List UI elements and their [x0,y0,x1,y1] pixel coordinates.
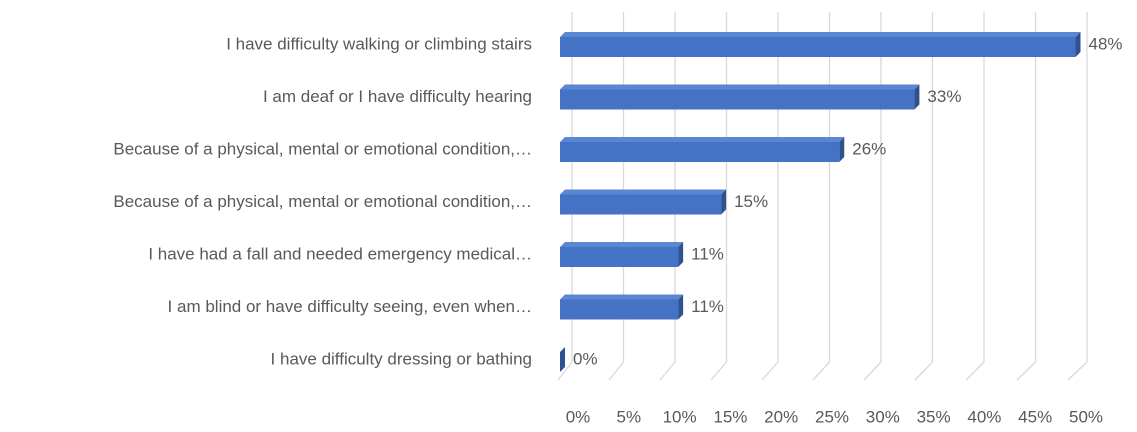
bar [560,37,1076,57]
grid-line [863,361,882,381]
y-tick-label: I am blind or have difficulty seeing, ev… [168,297,532,316]
x-tick-label: 0% [566,407,591,426]
x-tick-label: 10% [663,407,697,426]
data-label: 48% [1089,34,1123,53]
data-label: 15% [734,192,768,211]
x-tick-label: 5% [617,407,642,426]
y-tick-label: I have had a fall and needed emergency m… [148,244,532,263]
bar-end [721,189,727,215]
y-tick-label: I have difficulty dressing or bathing [271,349,532,368]
bar-top [560,32,1081,37]
grid-line [914,361,933,381]
y-tick-label: Because of a physical, mental or emotion… [113,192,532,211]
x-tick-label: 20% [764,407,798,426]
bar-top [560,294,684,300]
bar-end [1075,32,1081,57]
bar-end [914,84,920,110]
bar [560,194,722,215]
bar-end [678,294,684,320]
data-label: 26% [852,139,886,158]
grid-line [761,361,779,381]
grid-line [659,361,676,381]
grid-line [710,361,727,381]
bar [560,142,840,162]
bar [560,299,679,320]
y-tick-label: I have difficulty walking or climbing st… [226,34,532,53]
x-tick-label: 45% [1018,407,1052,426]
x-tick-label: 40% [967,407,1001,426]
grid-line [1067,361,1088,381]
x-tick-label: 35% [917,407,951,426]
x-tick-label: 25% [815,407,849,426]
grid-line [608,361,625,381]
bar-end [678,242,684,267]
x-tick-label: 15% [713,407,747,426]
bar-top [560,189,727,195]
bar-end [839,137,845,162]
data-label: 11% [691,297,724,316]
data-label: 11% [691,244,724,263]
x-tick-label: 30% [866,407,900,426]
grid-line [557,361,573,381]
y-tick-label: I am deaf or I have difficulty hearing [263,87,532,106]
bar [560,247,679,267]
bar-end [560,347,565,372]
bar [560,89,915,110]
data-label: 33% [927,87,961,106]
data-label: 0% [573,349,598,368]
bar-top [560,84,920,90]
grid-line [812,361,830,381]
grid-line [1016,361,1036,381]
x-tick-label: 50% [1069,407,1103,426]
y-tick-label: Because of a physical, mental or emotion… [113,139,532,158]
bar-top [560,137,845,142]
grid-line [965,361,985,381]
bar-top [560,242,684,247]
